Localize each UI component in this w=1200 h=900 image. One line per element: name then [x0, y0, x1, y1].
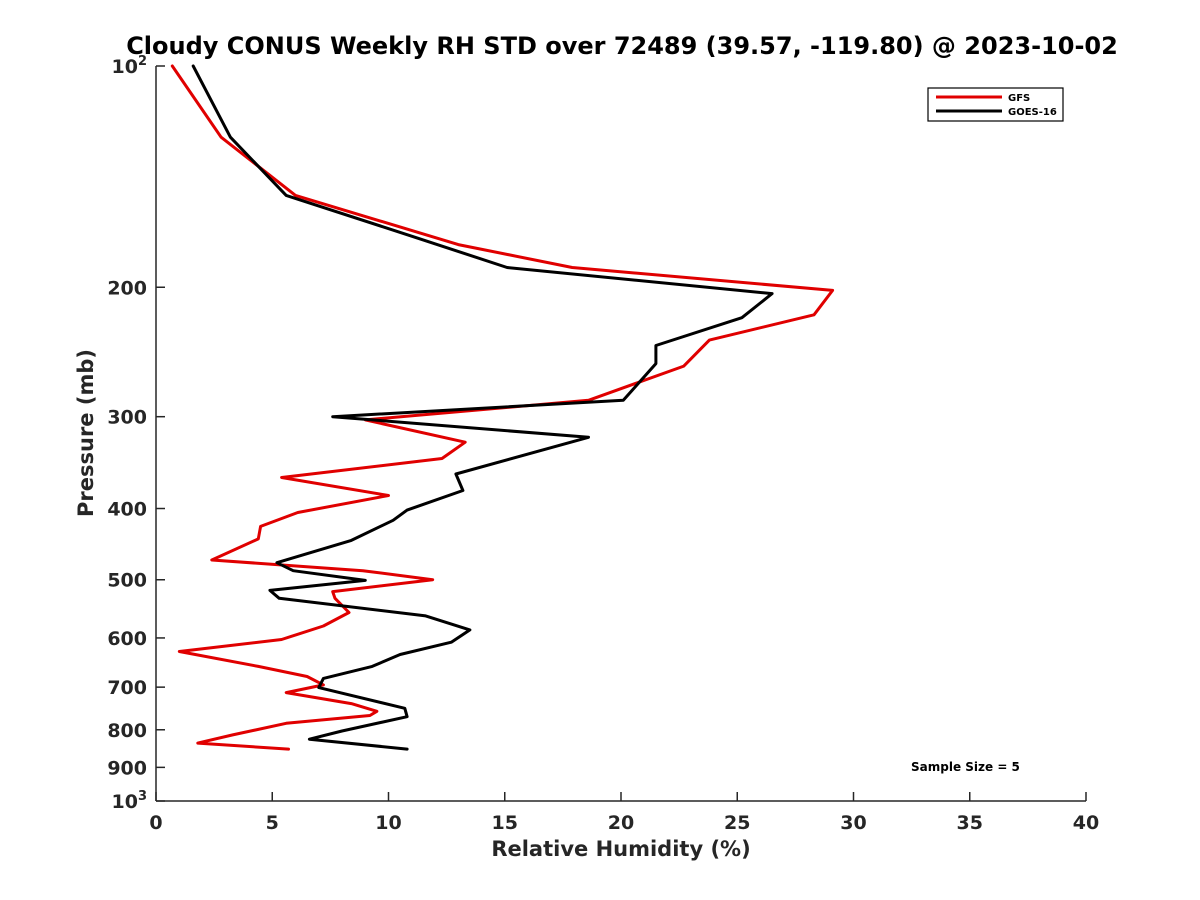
y-tick-base: 10	[112, 791, 138, 813]
sample-size-annotation: Sample Size = 5	[911, 760, 1020, 774]
y-axis-label: Pressure (mb)	[74, 349, 98, 517]
y-tick-label: 400	[107, 499, 147, 521]
series-layer	[170, 64, 835, 751]
y-tick-label: 500	[107, 570, 147, 592]
y-tick-base: 10	[112, 56, 138, 78]
x-tick-label: 40	[1073, 812, 1099, 834]
legend-entries: GFS GOES-16	[936, 93, 1057, 118]
x-tick-label: 5	[266, 812, 279, 834]
x-tick-label: 20	[608, 812, 634, 834]
x-axis-ticks: 0 5 10 15 20 25 30 35 40	[149, 792, 1099, 834]
legend-box	[927, 87, 1064, 122]
x-tick-label: 10	[375, 812, 401, 834]
y-tick-label: 800	[107, 720, 147, 742]
x-tick-label: 35	[957, 812, 983, 834]
series-line-gfs	[170, 64, 835, 751]
x-axis-label: Relative Humidity (%)	[491, 837, 750, 861]
legend-label-gfs: GFS	[1008, 93, 1030, 104]
x-tick-label: 30	[840, 812, 866, 834]
y-tick-label: 600	[107, 628, 147, 650]
y-tick-exponent: 3	[138, 789, 147, 804]
y-tick-label: 700	[107, 677, 147, 699]
y-tick-label: 102	[112, 54, 148, 78]
y-tick-label: 200	[107, 277, 147, 299]
x-tick-label: 25	[724, 812, 750, 834]
series-line-goes-16	[191, 64, 774, 751]
legend-label-goes-16: GOES-16	[1008, 107, 1057, 118]
y-tick-label: 300	[107, 407, 147, 429]
y-tick-label: 103	[112, 789, 148, 813]
legend: GFS GOES-16	[927, 87, 1064, 122]
x-tick-label: 15	[492, 812, 518, 834]
chart-title: Cloudy CONUS Weekly RH STD over 72489 (3…	[126, 32, 1118, 60]
y-tick-label: 900	[107, 757, 147, 779]
x-tick-label: 0	[149, 812, 162, 834]
y-tick-exponent: 2	[138, 54, 147, 69]
